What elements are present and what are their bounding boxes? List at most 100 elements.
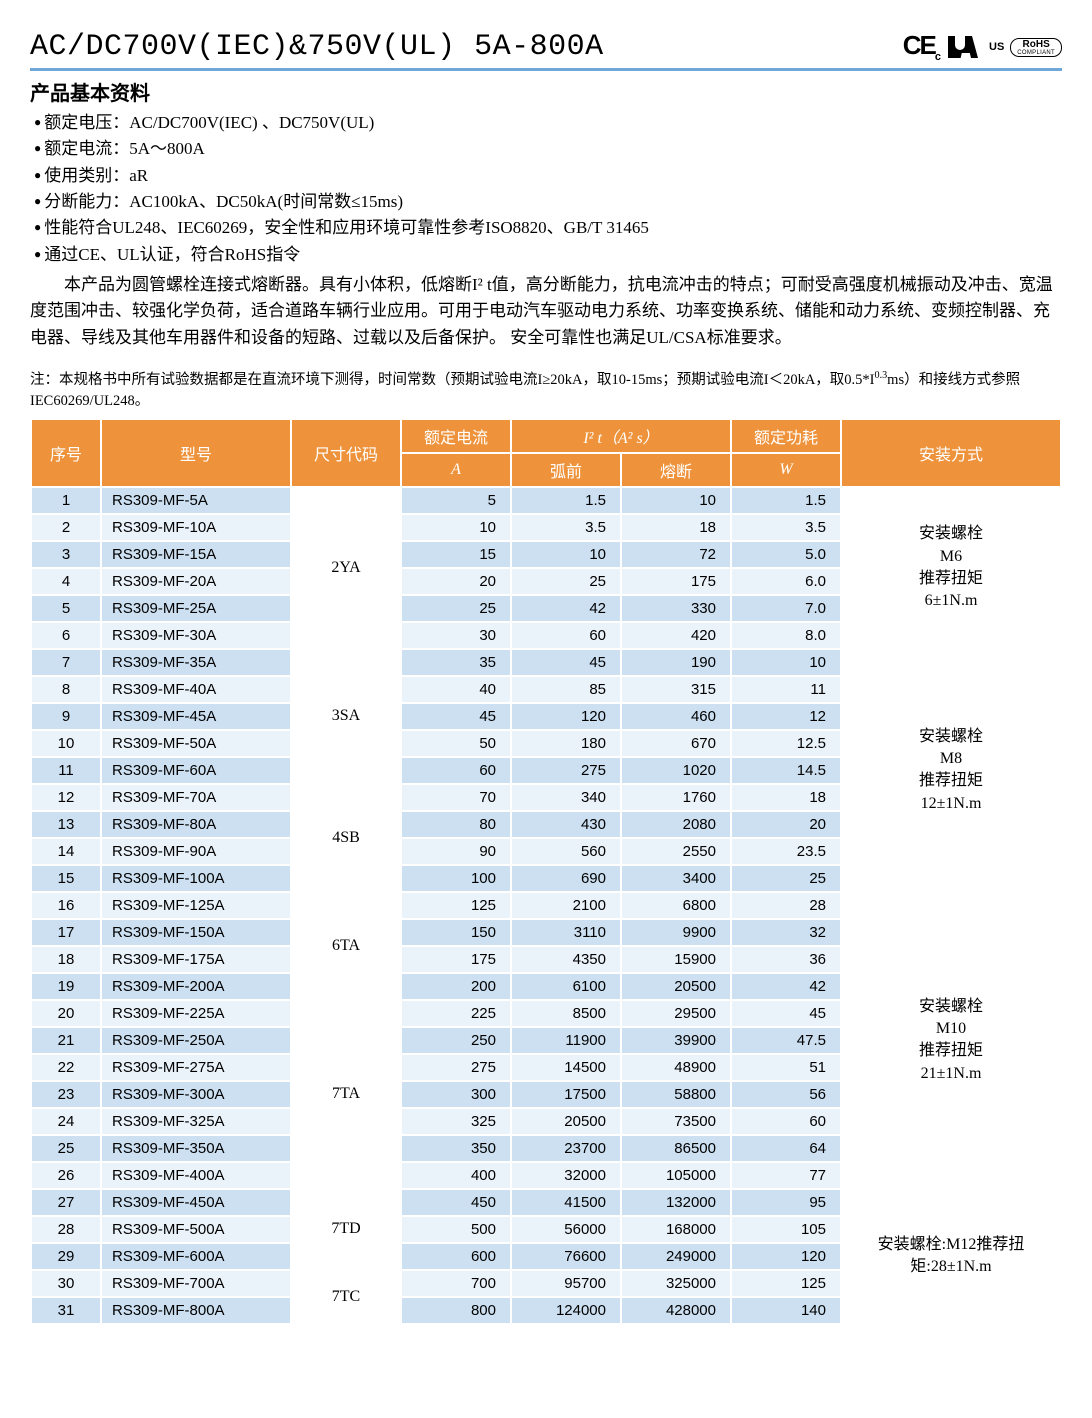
- cell-prearc: 20500: [511, 1108, 621, 1135]
- cell-model: RS309-MF-175A: [101, 946, 291, 973]
- cell-prearc: 180: [511, 730, 621, 757]
- cell-power: 23.5: [731, 838, 841, 865]
- cell-current: 800: [401, 1297, 511, 1324]
- cell-model: RS309-MF-350A: [101, 1135, 291, 1162]
- cell-current: 90: [401, 838, 511, 865]
- cell-prearc: 41500: [511, 1189, 621, 1216]
- cell-prearc: 430: [511, 811, 621, 838]
- col-i2t: I² t（A² s）: [511, 419, 731, 453]
- cell-seq: 29: [31, 1243, 101, 1270]
- cell-current: 35: [401, 649, 511, 676]
- spec-table: 序号 型号 尺寸代码 额定电流 I² t（A² s） 额定功耗 安装方式 A 弧…: [30, 418, 1062, 1325]
- cell-current: 5: [401, 487, 511, 514]
- table-row: 27RS309-MF-450A7TD4504150013200095安装螺栓:M…: [31, 1189, 1061, 1216]
- spec-item: 额定电压：AC/DC700V(IEC) 、DC750V(UL): [30, 110, 1062, 136]
- cell-seq: 3: [31, 541, 101, 568]
- cell-melt: 20500: [621, 973, 731, 1000]
- cell-power: 5.0: [731, 541, 841, 568]
- cell-current: 40: [401, 676, 511, 703]
- cell-power: 140: [731, 1297, 841, 1324]
- cell-melt: 670: [621, 730, 731, 757]
- cell-prearc: 60: [511, 622, 621, 649]
- cell-size-code: 4SB: [291, 784, 401, 892]
- cell-current: 175: [401, 946, 511, 973]
- cell-seq: 8: [31, 676, 101, 703]
- cell-model: RS309-MF-10A: [101, 514, 291, 541]
- cell-melt: 132000: [621, 1189, 731, 1216]
- rohs-mark-icon: RoHS COMPLIANT: [1010, 38, 1062, 57]
- cell-power: 12: [731, 703, 841, 730]
- col-power: 额定功耗: [731, 419, 841, 453]
- cell-melt: 18: [621, 514, 731, 541]
- cell-seq: 22: [31, 1054, 101, 1081]
- cell-current: 45: [401, 703, 511, 730]
- cell-seq: 10: [31, 730, 101, 757]
- cell-power: 25: [731, 865, 841, 892]
- cell-melt: 6800: [621, 892, 731, 919]
- cell-model: RS309-MF-50A: [101, 730, 291, 757]
- table-header: 序号 型号 尺寸代码 额定电流 I² t（A² s） 额定功耗 安装方式 A 弧…: [31, 419, 1061, 487]
- cell-melt: 249000: [621, 1243, 731, 1270]
- cell-current: 125: [401, 892, 511, 919]
- cell-prearc: 690: [511, 865, 621, 892]
- cell-melt: 9900: [621, 919, 731, 946]
- cell-size-code: 7TA: [291, 1000, 401, 1189]
- cell-model: RS309-MF-300A: [101, 1081, 291, 1108]
- cell-power: 18: [731, 784, 841, 811]
- cell-current: 50: [401, 730, 511, 757]
- cell-melt: 1020: [621, 757, 731, 784]
- cell-seq: 16: [31, 892, 101, 919]
- cell-model: RS309-MF-200A: [101, 973, 291, 1000]
- description: 本产品为圆管螺栓连接式熔断器。具有小体积，低熔断I² t值，高分断能力，抗电流冲…: [30, 272, 1062, 351]
- cell-model: RS309-MF-500A: [101, 1216, 291, 1243]
- cell-prearc: 42: [511, 595, 621, 622]
- page-title: AC/DC700V(IEC)&750V(UL) 5A-800A: [30, 30, 604, 64]
- spec-list: 额定电压：AC/DC700V(IEC) 、DC750V(UL) 额定电流：5A～…: [30, 110, 1062, 268]
- cell-current: 80: [401, 811, 511, 838]
- cell-prearc: 23700: [511, 1135, 621, 1162]
- cell-prearc: 11900: [511, 1027, 621, 1054]
- cell-model: RS309-MF-325A: [101, 1108, 291, 1135]
- cell-melt: 29500: [621, 1000, 731, 1027]
- cell-seq: 30: [31, 1270, 101, 1297]
- cell-melt: 2550: [621, 838, 731, 865]
- cell-current: 60: [401, 757, 511, 784]
- cell-melt: 460: [621, 703, 731, 730]
- cell-seq: 17: [31, 919, 101, 946]
- spec-item: 性能符合UL248、IEC60269，安全性和应用环境可靠性参考ISO8820、…: [30, 215, 1062, 241]
- cell-prearc: 8500: [511, 1000, 621, 1027]
- cell-melt: 48900: [621, 1054, 731, 1081]
- cell-model: RS309-MF-80A: [101, 811, 291, 838]
- cell-prearc: 32000: [511, 1162, 621, 1189]
- cell-prearc: 3110: [511, 919, 621, 946]
- cell-melt: 315: [621, 676, 731, 703]
- cell-seq: 1: [31, 487, 101, 514]
- table-body: 1RS309-MF-5A2YA51.5101.5安装螺栓M6推荐扭矩6±1N.m…: [31, 487, 1061, 1324]
- cell-model: RS309-MF-150A: [101, 919, 291, 946]
- cell-power: 32: [731, 919, 841, 946]
- cell-model: RS309-MF-275A: [101, 1054, 291, 1081]
- cell-current: 225: [401, 1000, 511, 1027]
- cell-power: 10: [731, 649, 841, 676]
- cell-size-code: 7TD: [291, 1189, 401, 1270]
- cell-model: RS309-MF-450A: [101, 1189, 291, 1216]
- cell-prearc: 4350: [511, 946, 621, 973]
- cell-power: 95: [731, 1189, 841, 1216]
- cell-power: 42: [731, 973, 841, 1000]
- cell-seq: 9: [31, 703, 101, 730]
- cell-prearc: 56000: [511, 1216, 621, 1243]
- cell-size-code: 7TC: [291, 1270, 401, 1324]
- ce-sub: c: [935, 52, 939, 64]
- cell-current: 250: [401, 1027, 511, 1054]
- cell-prearc: 17500: [511, 1081, 621, 1108]
- cell-prearc: 6100: [511, 973, 621, 1000]
- cell-model: RS309-MF-60A: [101, 757, 291, 784]
- cell-power: 8.0: [731, 622, 841, 649]
- cell-seq: 25: [31, 1135, 101, 1162]
- cell-prearc: 85: [511, 676, 621, 703]
- table-row: 1RS309-MF-5A2YA51.5101.5安装螺栓M6推荐扭矩6±1N.m: [31, 487, 1061, 514]
- section-title: 产品基本资料: [30, 77, 1062, 106]
- cell-power: 125: [731, 1270, 841, 1297]
- cell-current: 30: [401, 622, 511, 649]
- cell-melt: 15900: [621, 946, 731, 973]
